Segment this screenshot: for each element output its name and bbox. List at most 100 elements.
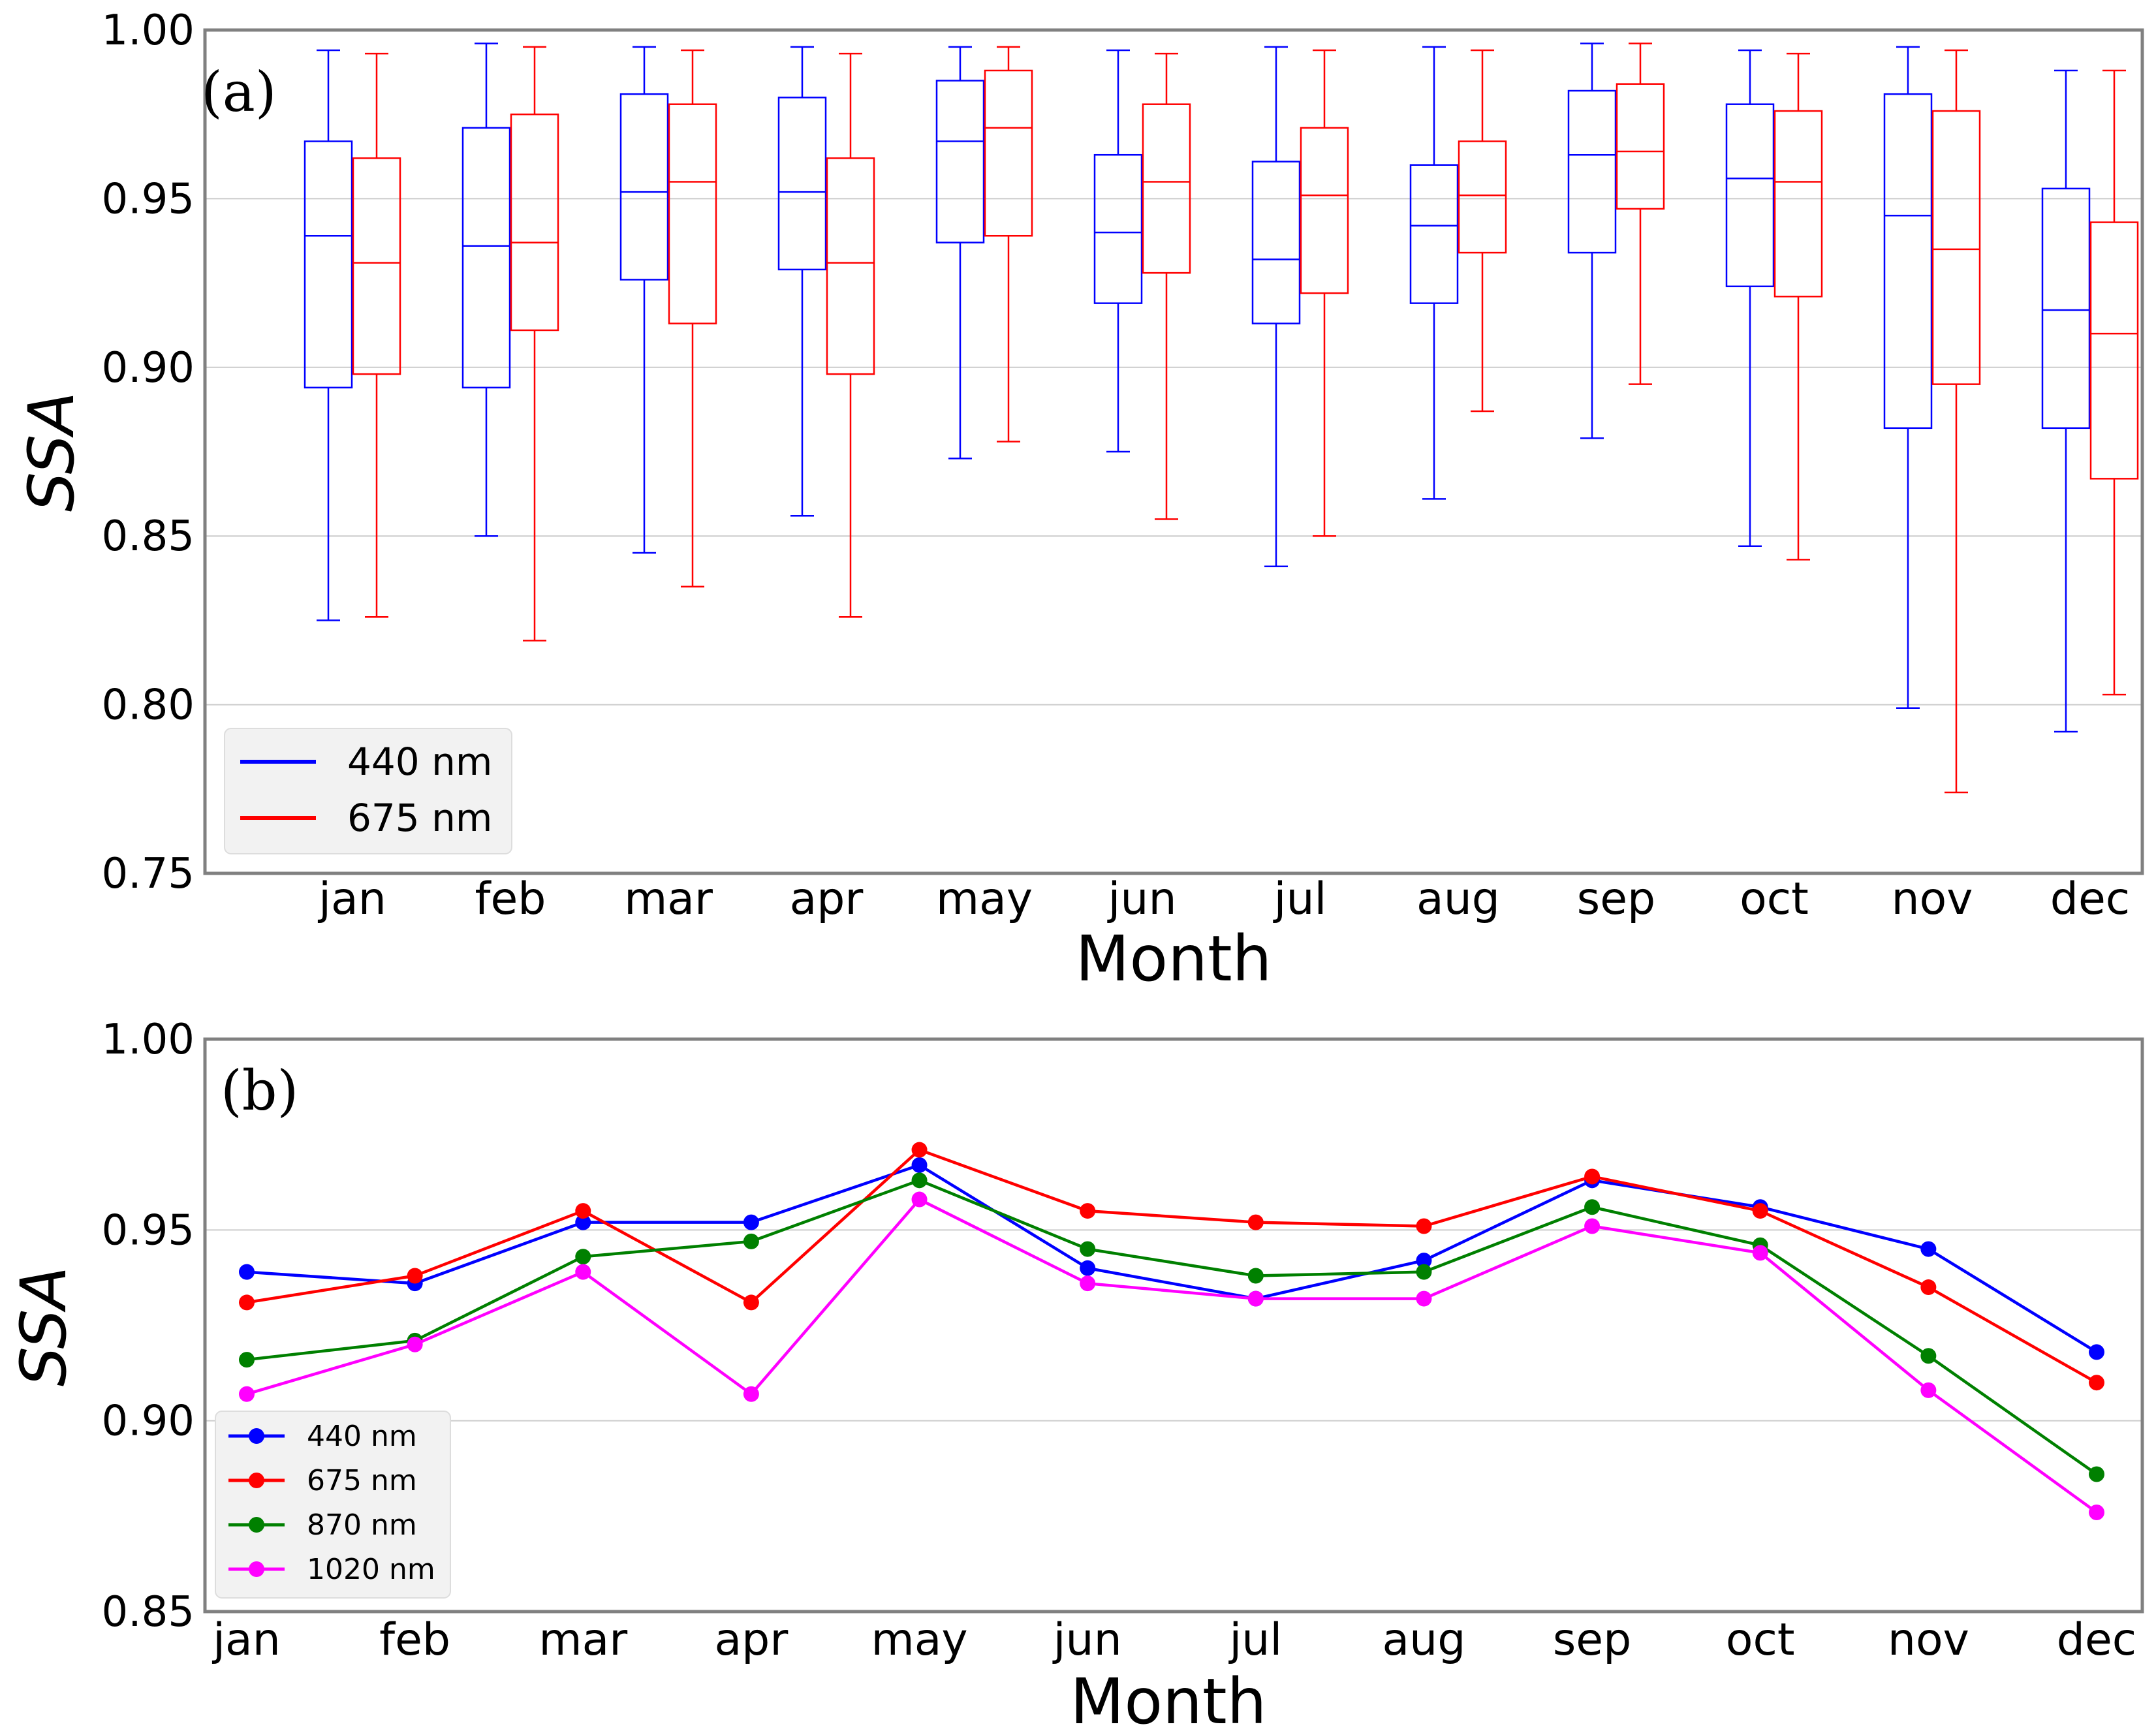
series-point-870nm-nov bbox=[1920, 1348, 1937, 1364]
panel-a-y-tick-label: 0.85 bbox=[102, 512, 195, 561]
legend-b-440nm-marker bbox=[249, 1428, 264, 1444]
panel-b-x-tick-label: jul bbox=[1228, 1614, 1282, 1666]
panel-b-x-tick-label: mar bbox=[539, 1614, 627, 1666]
panel-a-y-tick-label: 0.80 bbox=[102, 681, 195, 730]
panel-b-x-tick-label: dec bbox=[2057, 1614, 2136, 1666]
series-point-675nm-mar bbox=[575, 1203, 591, 1219]
series-line-440nm bbox=[246, 1163, 2098, 1354]
box-iqr bbox=[2041, 187, 2091, 429]
panel-b-x-axis-label: Month bbox=[1070, 1665, 1267, 1733]
box-iqr bbox=[352, 157, 401, 375]
panel-b-axes-frame bbox=[203, 1037, 2144, 1614]
series-point-870nm-apr bbox=[743, 1233, 759, 1249]
legend-b-675nm-label: 675 nm bbox=[307, 1464, 417, 1497]
series-point-1020nm-jun bbox=[1080, 1275, 1096, 1292]
box-aug-440nm bbox=[1409, 46, 1459, 500]
box-oct-675nm bbox=[1773, 52, 1823, 561]
panel-b-x-tick-label: jun bbox=[1052, 1614, 1122, 1666]
panel-a-x-tick-label: jun bbox=[1106, 873, 1176, 925]
panel-b-x-tick-label: feb bbox=[379, 1614, 450, 1666]
panel-a-x-tick-label: oct bbox=[1740, 873, 1809, 925]
box-jan-675nm bbox=[352, 52, 401, 618]
box-iqr bbox=[1883, 93, 1933, 429]
series-870nm bbox=[239, 1172, 2104, 1482]
legend-b-1020nm-label: 1020 nm bbox=[307, 1553, 435, 1586]
box-iqr bbox=[1142, 103, 1191, 274]
panel-b-series bbox=[239, 1142, 2104, 1520]
series-point-870nm-sep bbox=[1584, 1199, 1601, 1215]
series-point-675nm-aug bbox=[1416, 1218, 1432, 1234]
series-line-870nm bbox=[246, 1178, 2098, 1476]
box-iqr bbox=[1093, 153, 1143, 304]
box-feb-440nm bbox=[461, 42, 511, 537]
box-mar-440nm bbox=[619, 46, 669, 554]
series-point-675nm-dec bbox=[2089, 1375, 2104, 1391]
series-point-1020nm-apr bbox=[743, 1386, 759, 1402]
panel-b-y-tick-label: 0.90 bbox=[102, 1397, 195, 1446]
panel-b-y-tick-label: 0.85 bbox=[102, 1588, 195, 1636]
series-point-870nm-aug bbox=[1416, 1264, 1432, 1280]
box-iqr bbox=[1567, 89, 1617, 254]
series-point-675nm-oct bbox=[1752, 1203, 1768, 1219]
series-point-1020nm-dec bbox=[2089, 1504, 2104, 1520]
panel-b-x-tick-label: nov bbox=[1888, 1614, 1969, 1666]
box-iqr bbox=[1616, 83, 1665, 210]
panel-a-x-tick-label: may bbox=[936, 873, 1033, 925]
series-line-675nm bbox=[246, 1148, 2098, 1384]
series-point-440nm-nov bbox=[1920, 1241, 1937, 1257]
series-point-675nm-jul bbox=[1247, 1214, 1264, 1230]
panel-a-gridlines bbox=[205, 198, 2142, 706]
box-jul-675nm bbox=[1300, 49, 1349, 537]
series-point-870nm-jan bbox=[239, 1352, 255, 1368]
legend-a-440nm-label: 440 nm bbox=[347, 740, 492, 784]
panel-b-x-tick-label: apr bbox=[715, 1614, 789, 1666]
series-point-1020nm-mar bbox=[575, 1264, 591, 1280]
box-iqr bbox=[2089, 221, 2139, 480]
legend-b-870nm-label: 870 nm bbox=[307, 1508, 417, 1542]
panel-b-y-axis-label: SSA bbox=[7, 1266, 80, 1386]
box-may-440nm bbox=[935, 46, 985, 460]
series-point-440nm-jan bbox=[239, 1264, 255, 1280]
panel-a-x-ticks: jan feb mar apr may jun jul aug sep oct nov dec bbox=[317, 873, 2130, 925]
series-point-675nm-apr bbox=[743, 1294, 759, 1311]
panel-a-x-tick-label: feb bbox=[475, 873, 546, 925]
panel-a-x-tick-label: sep bbox=[1577, 873, 1655, 925]
panel-b-x-ticks: jan feb mar apr may jun jul aug sep oct nov dec bbox=[211, 1614, 2136, 1666]
panel-b-x-tick-label: sep bbox=[1553, 1614, 1631, 1666]
panel-a-x-tick-label: nov bbox=[1892, 873, 1973, 925]
box-iqr bbox=[1931, 110, 1981, 385]
box-dec-675nm bbox=[2089, 69, 2139, 696]
series-point-440nm-jun bbox=[1080, 1260, 1096, 1276]
box-iqr bbox=[1300, 127, 1349, 294]
panel-a-axes-frame bbox=[203, 28, 2144, 875]
box-may-675nm bbox=[984, 46, 1033, 443]
box-apr-675nm bbox=[826, 52, 875, 618]
box-aug-675nm bbox=[1458, 49, 1507, 413]
panel-b-label: (b) bbox=[221, 1059, 298, 1123]
series-point-870nm-mar bbox=[575, 1249, 591, 1265]
panel-a-label: (a) bbox=[201, 60, 277, 124]
series-point-675nm-sep bbox=[1584, 1168, 1601, 1185]
panel-b-gridlines bbox=[205, 1229, 2142, 1422]
panel-b-x-tick-label: jan bbox=[211, 1614, 281, 1666]
box-jun-675nm bbox=[1142, 52, 1191, 520]
box-iqr bbox=[1458, 140, 1507, 254]
panel-b-x-tick-label: oct bbox=[1726, 1614, 1795, 1666]
box-feb-675nm bbox=[510, 46, 559, 642]
legend-b-440nm-label: 440 nm bbox=[307, 1420, 417, 1453]
series-point-440nm-aug bbox=[1416, 1253, 1432, 1269]
panel-a-x-tick-label: aug bbox=[1416, 873, 1500, 925]
box-iqr bbox=[461, 127, 511, 389]
panel-a-boxes bbox=[304, 42, 2139, 794]
box-iqr bbox=[935, 80, 985, 243]
series-point-1020nm-feb bbox=[407, 1336, 423, 1352]
series-point-675nm-nov bbox=[1920, 1279, 1937, 1296]
panel-a-y-tick-label: 1.00 bbox=[102, 7, 195, 55]
series-point-870nm-jul bbox=[1247, 1268, 1264, 1284]
box-iqr bbox=[1251, 161, 1301, 324]
legend-b-870nm-marker bbox=[249, 1517, 264, 1533]
box-iqr bbox=[1773, 110, 1823, 298]
panel-a-y-tick-label: 0.95 bbox=[102, 175, 195, 223]
panel-b-legend-frame bbox=[215, 1411, 451, 1599]
series-point-1020nm-jan bbox=[239, 1386, 255, 1402]
